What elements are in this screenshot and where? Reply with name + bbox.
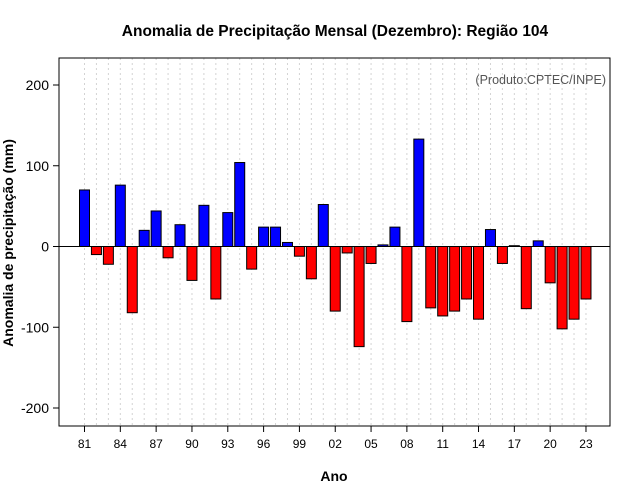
- y-tick-label-0: 0: [41, 239, 49, 255]
- bar-14: [473, 246, 485, 320]
- x-tick-label-17: 17: [508, 437, 522, 451]
- bar-09: [413, 138, 425, 247]
- bar-12: [449, 246, 461, 312]
- y-tick-label-200: 200: [26, 77, 50, 93]
- x-tick-label-08: 08: [400, 437, 414, 451]
- bars: [79, 138, 592, 348]
- y-axis: 200 100 0 -100 -200: [21, 77, 59, 416]
- bar-96: [258, 226, 270, 247]
- bar-10: [425, 246, 437, 309]
- bar-83: [102, 246, 114, 265]
- bar-84: [114, 184, 126, 248]
- bar-13: [461, 246, 473, 300]
- chart-title: Anomalia de Precipitação Mensal (Dezembr…: [122, 23, 549, 40]
- bar-08: [401, 246, 413, 323]
- x-tick-label-20: 20: [543, 437, 557, 451]
- y-tick-label--100: -100: [21, 319, 49, 335]
- x-tick-label-05: 05: [364, 437, 378, 451]
- x-tick-label-23: 23: [579, 437, 593, 451]
- bar-98: [281, 241, 293, 247]
- bar-11: [437, 246, 449, 317]
- bar-23: [580, 246, 592, 300]
- bar-18: [520, 246, 532, 310]
- y-tick-label--200: -200: [21, 400, 49, 416]
- bar-88: [162, 246, 174, 259]
- bar-92: [210, 246, 222, 300]
- x-axis: 81 84 87 90 93 96 99 02 05 08 11 14 17 20 23: [78, 426, 593, 451]
- bar-91: [198, 204, 210, 248]
- bar-00: [305, 246, 317, 280]
- bar-95: [246, 246, 258, 270]
- grid-lines: [84, 58, 587, 426]
- bar-03: [341, 246, 353, 254]
- x-tick-label-90: 90: [185, 437, 199, 451]
- bar-04: [353, 246, 365, 348]
- x-tick-label-99: 99: [293, 437, 307, 451]
- bar-89: [174, 224, 186, 247]
- x-tick-label-87: 87: [149, 437, 163, 451]
- bar-01: [317, 204, 329, 247]
- bar-81: [79, 189, 90, 248]
- x-tick-label-02: 02: [329, 437, 343, 451]
- x-tick-label-93: 93: [221, 437, 235, 451]
- y-tick-label-100: 100: [26, 158, 50, 174]
- bar-19: [532, 240, 544, 248]
- plot-frame: [58, 57, 611, 427]
- bar-94: [234, 162, 246, 248]
- bar-85: [126, 246, 138, 314]
- credit-label: (Produto:CPTEC/INPE): [475, 73, 606, 87]
- bar-05: [365, 246, 377, 264]
- bar-97: [270, 226, 282, 247]
- bar-93: [222, 212, 234, 248]
- x-tick-label-96: 96: [257, 437, 271, 451]
- bar-87: [150, 210, 162, 247]
- bar-82: [90, 246, 102, 256]
- bar-16: [496, 246, 508, 264]
- y-axis-label: Anomalia de precipitação (mm): [0, 139, 16, 347]
- bar-90: [186, 246, 198, 281]
- bar-20: [544, 246, 556, 284]
- x-tick-label-84: 84: [114, 437, 128, 451]
- x-tick-label-81: 81: [78, 437, 92, 451]
- bar-21: [556, 246, 568, 330]
- x-tick-label-14: 14: [472, 437, 486, 451]
- x-axis-label: Ano: [320, 468, 347, 484]
- bar-86: [138, 229, 150, 248]
- bar-22: [568, 246, 580, 320]
- bar-15: [484, 229, 496, 247]
- x-tick-label-11: 11: [436, 437, 449, 451]
- bar-02: [329, 246, 341, 312]
- bar-99: [293, 246, 305, 257]
- bar-07: [389, 226, 401, 247]
